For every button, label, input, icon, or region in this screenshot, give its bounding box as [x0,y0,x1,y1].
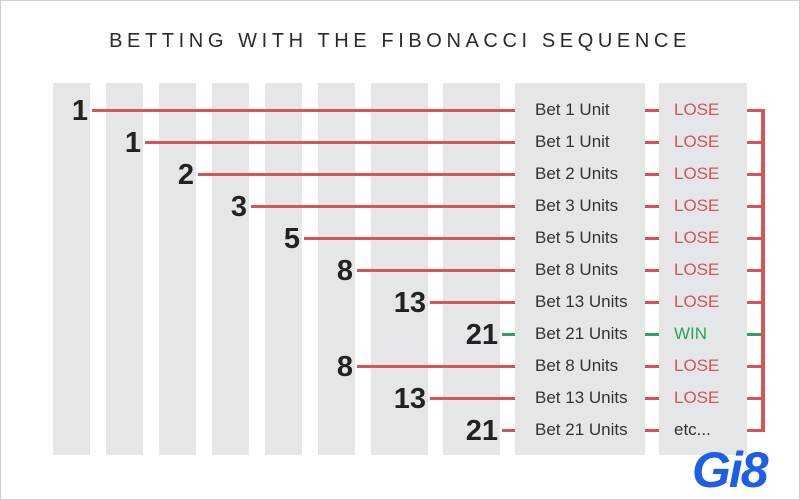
connector-line [747,269,762,272]
connector-line [430,301,515,304]
bet-label: Bet 1 Unit [535,100,610,119]
fibonacci-number: 21 [465,415,498,447]
result-label: LOSE [674,356,720,375]
connector-line [357,269,515,272]
bet-label: Bet 21 Units [535,324,628,343]
bet-column [515,83,645,455]
connector-line [645,173,659,176]
bet-label: Bet 1 Unit [535,132,610,151]
connector-line [645,141,659,144]
bet-label: Bet 13 Units [535,292,628,311]
fibonacci-number: 8 [336,255,353,287]
sequence-column [212,83,249,455]
connector-line [357,365,515,368]
result-label: LOSE [674,164,720,183]
fibonacci-number: 8 [336,351,353,383]
connector-line [645,333,659,336]
connector-line [304,237,515,240]
fibonacci-number: 3 [230,191,247,223]
connector-line [645,397,659,400]
result-label: LOSE [674,388,720,407]
result-label: WIN [674,324,708,343]
bet-label: Bet 21 Units [535,420,628,439]
connector-line [747,173,762,176]
connector-line [747,141,762,144]
fibonacci-number: 13 [393,383,426,415]
connector-line [747,397,762,400]
result-label: LOSE [674,100,720,119]
bet-label: Bet 5 Units [535,228,619,247]
connector-line [747,365,762,368]
connector-line [747,333,762,336]
bet-label: Bet 8 Units [535,356,619,375]
fibonacci-number: 1 [71,95,88,127]
result-label: LOSE [674,196,720,215]
gi8-logo: Gi8 [692,442,769,498]
sequence-column [106,83,143,455]
connector-line [645,365,659,368]
connector-line [645,301,659,304]
connector-line [645,205,659,208]
bet-label: Bet 13 Units [535,388,628,407]
result-label: LOSE [674,292,720,311]
fibonacci-number: 13 [393,287,426,319]
fibonacci-number: 2 [177,159,194,191]
bet-label: Bet 3 Units [535,196,619,215]
connector-line [645,429,659,432]
bet-label: Bet 8 Units [535,260,619,279]
connector-line [747,237,762,240]
fibonacci-number: 5 [283,223,300,255]
connector-line [645,269,659,272]
connector-line [747,205,762,208]
result-label: LOSE [674,132,720,151]
connector-line [747,109,762,112]
bet-label: Bet 2 Units [535,164,619,183]
connector-line [92,109,515,112]
connector-line [430,397,515,400]
result-column [659,83,747,455]
connector-line [747,429,762,432]
connector-line [251,205,515,208]
result-label: LOSE [674,228,720,247]
sequence-column [53,83,90,455]
loss-bracket-line [761,109,765,432]
sequence-column [159,83,196,455]
connector-line [145,141,515,144]
fibonacci-number: 21 [465,319,498,351]
result-label: etc... [674,420,711,439]
connector-line [502,429,515,432]
result-label: LOSE [674,260,720,279]
connector-line [645,109,659,112]
connector-line [747,301,762,304]
sequence-column [265,83,302,455]
diagram-title: BETTING WITH THE FIBONACCI SEQUENCE [109,30,691,52]
connector-line [198,173,515,176]
sequence-column [318,83,355,455]
fibonacci-number: 1 [124,127,141,159]
connector-line [645,237,659,240]
connector-line [502,333,515,336]
